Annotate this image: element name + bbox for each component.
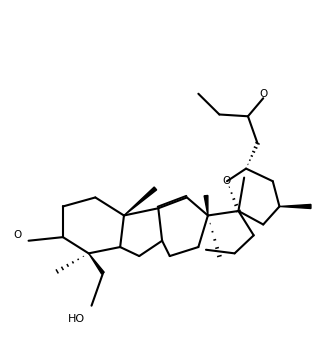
Text: HO: HO [68, 314, 85, 324]
Polygon shape [204, 196, 208, 215]
Text: O: O [223, 176, 231, 186]
Polygon shape [89, 253, 104, 274]
Polygon shape [279, 204, 311, 208]
Polygon shape [124, 187, 157, 215]
Text: O: O [13, 230, 21, 240]
Text: O: O [259, 89, 267, 100]
